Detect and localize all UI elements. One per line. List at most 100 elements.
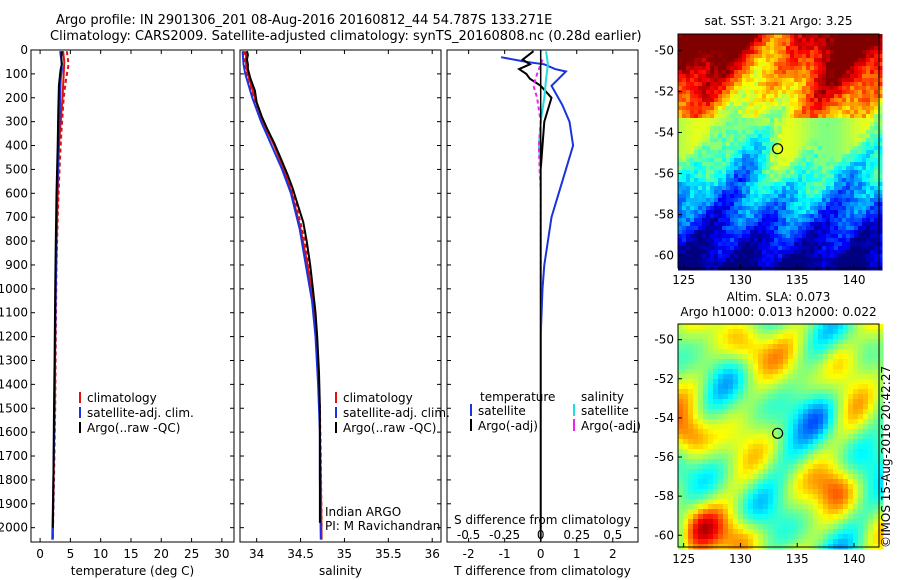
sst_map-ytick-label: -56 (654, 167, 674, 181)
difference-xtick-label: -2 (463, 547, 475, 561)
sla-map-title: Altim. SLA: 0.073 (727, 290, 831, 304)
sst_map-ytick-label: -60 (654, 249, 674, 263)
difference-series-1 (517, 50, 553, 528)
sla_map-field (678, 324, 884, 550)
sla_map-ytick-label: -54 (654, 411, 674, 425)
difference-top-axis-label: S difference from climatology (454, 513, 631, 527)
difference-xtick-label: 1 (573, 547, 581, 561)
temperature-xtick-label: 0 (36, 547, 44, 561)
salinity-xlabel: salinity (319, 564, 362, 578)
difference-frame (446, 49, 639, 543)
salinity-xtick-label: 35 (337, 547, 352, 561)
temperature-ytick-label: 700 (5, 210, 28, 224)
sla_map-argo-marker (772, 427, 784, 439)
temperature-xtick-label: 15 (123, 547, 138, 561)
temperature-ytick-label: 1900 (0, 497, 28, 511)
sla_map-xtick-label: 135 (786, 552, 809, 566)
salinity-chart: 34 34.5 35 35.5 36 salinity climatologysatelli… (239, 49, 450, 578)
difference-legend-header: salinity (581, 390, 624, 404)
sst_map-xtick-label: 140 (843, 273, 866, 287)
temperature-xtick-label: 25 (184, 547, 199, 561)
difference-xtick-label: 0 (537, 547, 545, 561)
sla_map-xtick-label: 130 (729, 552, 752, 566)
salinity-frame (239, 49, 442, 543)
figure-title-line1: Argo profile: IN 2901306_201 08-Aug-2016… (56, 13, 553, 28)
sla_map: 125 130 135 140 -50 -52 -54 -56 -58 -60 Altim. SLA… (654, 290, 884, 566)
temperature-legend-label: climatology (87, 391, 157, 405)
sla_map-ytick-label: -60 (654, 528, 674, 542)
sst_map-xtick-label: 125 (672, 273, 695, 287)
sst_map-frame (677, 33, 880, 269)
figure-title-line2: Climatology: CARS2009. Satellite-adjuste… (50, 29, 642, 44)
difference-top-tick-label: -0.25 (489, 528, 520, 542)
temperature-series-3 (51, 51, 63, 528)
difference-top-tick-label: 0 (537, 528, 545, 542)
difference-legend-label: Argo(-adj) (581, 419, 641, 433)
sst_map: 125 130 135 140 -50 -52 -54 -56 -58 -60 sat. SST: … (654, 14, 883, 287)
temperature-ytick-label: 1000 (0, 282, 28, 296)
difference-legend-header: temperature (480, 390, 555, 404)
sst_map-ytick-label: -52 (654, 84, 674, 98)
temperature-ytick-label: 1200 (0, 330, 28, 344)
difference-legend-label: satellite (581, 404, 629, 418)
temperature-ytick-label: 1300 (0, 353, 28, 367)
salinity-series-2 (241, 51, 322, 540)
sla_map-ytick-label: -58 (654, 489, 674, 503)
temperature-chart: 0 5 10 15 20 25 300100200300400500600700800900… (0, 43, 235, 578)
temperature-ytick-label: 900 (5, 258, 28, 272)
salinity-series-3 (245, 50, 321, 523)
sst_map-xtick-label: 135 (786, 273, 809, 287)
temperature-ytick-label: 500 (5, 162, 28, 176)
sla_map-xtick-label: 125 (672, 552, 695, 566)
salinity-annotation: PI: M Ravichandran (325, 519, 440, 533)
sla-map-subtitle: Argo h1000: 0.013 h2000: 0.022 (680, 305, 876, 319)
difference-xtick-label: -1 (499, 547, 511, 561)
difference-series-3 (532, 59, 544, 540)
temperature-ytick-label: 1600 (0, 425, 28, 439)
temperature-ytick-label: 2000 (0, 521, 28, 535)
temperature-xtick-label: 10 (93, 547, 108, 561)
difference-chart: -2 -1 0 1 2 T difference from climatology S di… (446, 49, 641, 578)
temperature-series-1 (51, 51, 70, 540)
difference-top-tick-label: -0.5 (457, 528, 480, 542)
temperature-xlabel: temperature (deg C) (71, 564, 194, 578)
difference-series-0 (500, 56, 575, 540)
temperature-ytick-label: 400 (5, 139, 28, 153)
sst_map-xtick-label: 130 (729, 273, 752, 287)
sla_map-frame (677, 323, 880, 548)
sla_map-ytick-label: -50 (654, 333, 674, 347)
salinity-legend-label: climatology (343, 391, 413, 405)
temperature-xtick-label: 5 (67, 547, 75, 561)
sla_map-ytick-label: -52 (654, 372, 674, 386)
sla_map-ytick-label: -56 (654, 450, 674, 464)
sst_map-argo-marker (772, 143, 784, 155)
salinity-xtick-label: 34 (249, 547, 264, 561)
temperature-ytick-label: 1500 (0, 401, 28, 415)
salinity-legend-label: Argo(..raw -QC) (343, 421, 436, 435)
salinity-annotation: Indian ARGO (325, 505, 401, 519)
difference-legend-label: satellite (478, 404, 526, 418)
temperature-ytick-label: 200 (5, 91, 28, 105)
temperature-legend-label: satellite-adj. clim. (87, 406, 194, 420)
difference-top-tick-label: 0.25 (563, 528, 590, 542)
temperature-legend-label: Argo(..raw -QC) (87, 421, 180, 435)
salinity-xtick-label: 36 (425, 547, 440, 561)
difference-xlabel: T difference from climatology (453, 564, 631, 578)
sst_map-ytick-label: -58 (654, 208, 674, 222)
salinity-legend-label: satellite-adj. clim. (343, 406, 450, 420)
temperature-frame (30, 49, 235, 543)
sst_map-ytick-label: -50 (654, 43, 674, 57)
temperature-ytick-label: 1700 (0, 449, 28, 463)
sla_map-xtick-label: 140 (843, 552, 866, 566)
imos-credit: ©IMOS 15-Aug-2016 20:42:27 (879, 366, 893, 548)
temperature-ytick-label: 1100 (0, 306, 28, 320)
salinity-xtick-label: 34.5 (287, 547, 314, 561)
temperature-ytick-label: 800 (5, 234, 28, 248)
temperature-ytick-label: 1400 (0, 377, 28, 391)
temperature-ytick-label: 600 (5, 186, 28, 200)
sst_map-ytick-label: -54 (654, 126, 674, 140)
temperature-ytick-label: 0 (20, 43, 28, 57)
difference-xtick-label: 2 (609, 547, 617, 561)
salinity-xtick-label: 35.5 (375, 547, 402, 561)
